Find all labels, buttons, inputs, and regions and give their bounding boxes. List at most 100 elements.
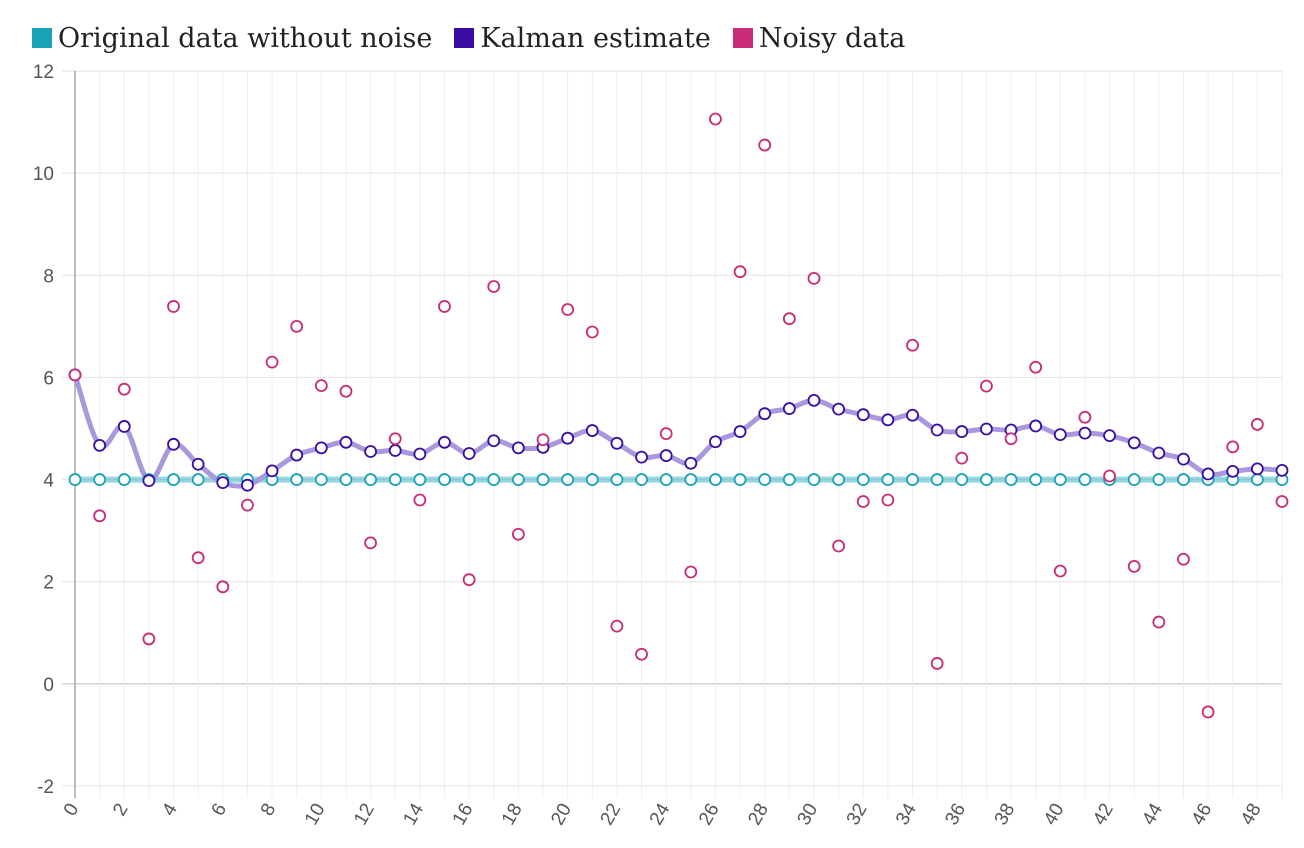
point-kalman	[1177, 452, 1190, 466]
legend-item-noisy[interactable]: Noisy data	[732, 23, 905, 54]
point-original	[462, 473, 476, 486]
point-kalman	[1226, 464, 1240, 478]
x-tick-label: 40	[1040, 800, 1069, 829]
point-original	[413, 473, 427, 486]
point-kalman	[191, 457, 205, 471]
y-tick-label: 12	[33, 62, 54, 83]
point-noisy	[413, 493, 427, 507]
point-original	[610, 473, 624, 486]
point-original	[1053, 473, 1067, 486]
point-noisy	[1152, 615, 1166, 629]
point-noisy	[1250, 418, 1264, 431]
x-tick-label: 38	[991, 800, 1020, 829]
point-original	[930, 473, 944, 486]
point-original	[167, 473, 180, 486]
legend-label-kalman: Kalman estimate	[480, 22, 711, 54]
point-kalman	[659, 449, 673, 462]
x-tick-label: 6	[208, 800, 231, 820]
point-kalman	[807, 394, 821, 407]
point-noisy	[758, 138, 772, 152]
point-kalman	[1201, 467, 1215, 481]
point-kalman	[881, 413, 895, 427]
legend-label-original: Original data without noise	[58, 22, 433, 54]
point-kalman	[758, 407, 772, 421]
point-noisy	[1103, 469, 1116, 483]
point-noisy	[462, 573, 476, 587]
point-kalman	[117, 420, 131, 433]
point-kalman	[216, 476, 230, 490]
point-kalman	[438, 435, 451, 449]
point-noisy	[265, 355, 279, 369]
point-noisy	[536, 433, 550, 447]
point-kalman	[610, 436, 624, 450]
point-kalman	[561, 431, 575, 445]
point-original	[93, 473, 107, 486]
point-kalman	[1029, 419, 1043, 433]
point-kalman	[1103, 429, 1116, 443]
legend-item-kalman[interactable]: Kalman estimate	[454, 22, 711, 54]
x-tick-label: 10	[301, 800, 330, 829]
point-original	[364, 473, 377, 486]
point-original	[832, 473, 846, 486]
point-kalman	[388, 444, 402, 457]
y-tick-label: 8	[43, 266, 54, 287]
x-tick-label: 44	[1138, 800, 1167, 829]
x-tick-label: 34	[892, 800, 921, 829]
legend-swatch-noisy	[732, 28, 753, 48]
x-tick-label: 22	[596, 800, 625, 829]
x-tick-label: 20	[547, 800, 576, 829]
point-original	[339, 473, 353, 486]
point-kalman	[733, 425, 747, 438]
point-original	[881, 473, 895, 486]
point-original	[1004, 473, 1018, 486]
point-original	[733, 473, 747, 486]
point-kalman	[413, 447, 427, 461]
point-noisy	[1029, 360, 1043, 374]
point-original	[980, 473, 993, 486]
point-kalman	[93, 438, 107, 452]
point-noisy	[314, 379, 328, 393]
point-noisy	[856, 495, 870, 508]
point-noisy	[980, 379, 993, 393]
point-noisy	[1226, 440, 1240, 454]
point-noisy	[1177, 552, 1190, 566]
series-line-kalman	[72, 374, 1283, 489]
point-kalman	[1275, 463, 1289, 477]
point-original	[561, 473, 575, 486]
point-original	[388, 473, 402, 486]
point-noisy	[659, 427, 673, 441]
y-tick-label: 6	[43, 368, 54, 389]
point-noisy	[388, 432, 402, 446]
x-tick-label: 32	[843, 800, 872, 829]
x-tick-label: 48	[1237, 800, 1266, 829]
point-kalman	[364, 445, 377, 458]
point-noisy	[906, 338, 919, 352]
point-noisy	[733, 265, 747, 279]
point-original	[117, 473, 131, 486]
legend-item-original[interactable]: Original data without noise	[32, 23, 432, 54]
point-noisy	[1127, 559, 1141, 573]
point-original	[659, 473, 673, 486]
point-kalman	[1250, 462, 1264, 476]
x-tick-label: 42	[1089, 800, 1118, 829]
y-tick-label: 0	[43, 675, 54, 696]
point-kalman	[142, 474, 156, 487]
point-original	[807, 473, 821, 486]
point-noisy	[561, 303, 575, 316]
point-kalman	[462, 447, 476, 460]
point-kalman	[684, 456, 698, 470]
point-kalman	[487, 434, 501, 448]
x-tick-label: 30	[794, 800, 823, 829]
point-kalman	[980, 422, 993, 436]
point-noisy	[438, 300, 451, 313]
point-noisy	[684, 565, 698, 579]
point-noisy	[364, 536, 377, 550]
point-original	[487, 473, 501, 486]
point-noisy	[511, 527, 525, 541]
point-kalman	[585, 424, 599, 437]
point-original	[906, 473, 919, 486]
point-kalman	[265, 464, 279, 478]
point-noisy	[1201, 705, 1215, 719]
point-original	[511, 473, 525, 486]
legend-swatch-kalman	[454, 28, 475, 48]
